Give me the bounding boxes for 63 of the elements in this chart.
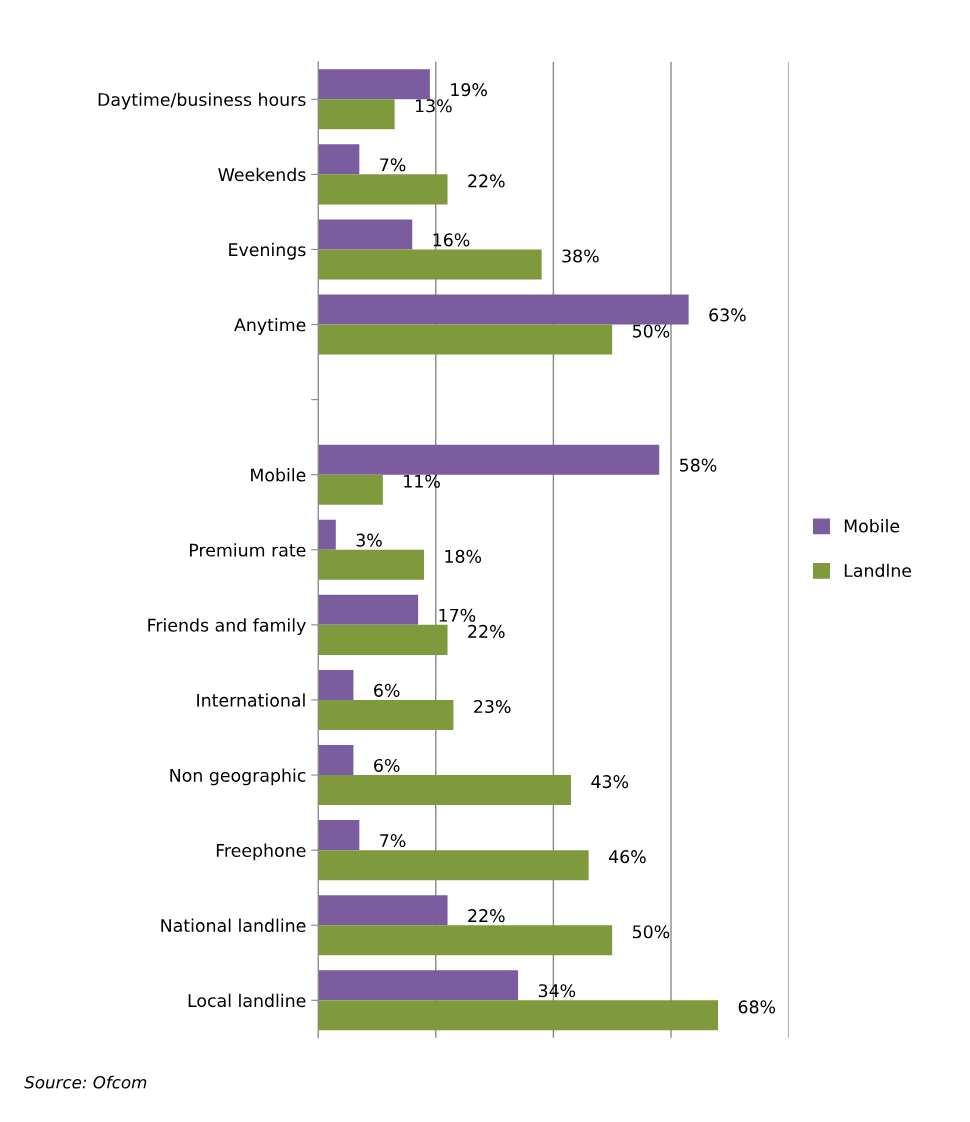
bar: [318, 324, 613, 355]
y-tick-label: National landline: [161, 918, 306, 933]
bar: [318, 850, 589, 881]
data-label: 63%: [709, 308, 746, 322]
bar: [318, 174, 448, 205]
data-label: 50%: [632, 925, 670, 939]
bar: [318, 249, 542, 280]
bar: [318, 624, 448, 655]
legend-label: Mobile: [844, 519, 900, 533]
data-label: 38%: [562, 249, 599, 263]
y-tick-label: Mobile: [251, 468, 306, 482]
data-label: 7%: [380, 158, 406, 172]
data-label: 6%: [374, 683, 400, 697]
data-label: 34%: [538, 984, 576, 998]
y-tick-label: Evenings: [229, 242, 306, 260]
data-label: 13%: [415, 99, 452, 113]
bar: [318, 294, 689, 325]
y-tick-label: Anytime: [234, 317, 306, 335]
y-tick-label: Daytime/business hours: [98, 92, 306, 110]
data-label: 58%: [680, 458, 717, 472]
data-label: 22%: [468, 624, 505, 638]
data-label: 50%: [632, 324, 670, 338]
data-label: 22%: [468, 174, 505, 188]
y-tick-label: International: [197, 693, 305, 707]
bar: [318, 820, 360, 851]
bar: [318, 144, 360, 175]
y-tick-label: Friends and family: [148, 618, 306, 636]
y-tick-label: Local landline: [188, 993, 306, 1008]
bar: [318, 519, 336, 550]
bar: [318, 219, 413, 250]
bar: [318, 99, 395, 130]
bar: [318, 1000, 719, 1031]
data-label: 17%: [439, 608, 476, 622]
y-tick-label: Non geographic: [170, 768, 306, 786]
bar: [318, 775, 572, 806]
y-tick-label: Weekends: [218, 167, 306, 182]
bar: [318, 895, 448, 926]
data-label: 11%: [404, 474, 440, 488]
data-label: 23%: [474, 699, 511, 714]
data-label: 18%: [445, 549, 482, 563]
bar: [318, 970, 519, 1001]
data-label: 7%: [380, 833, 406, 848]
bar: [318, 474, 383, 505]
data-label: 3%: [356, 533, 382, 547]
bar: [318, 669, 354, 700]
bar: [318, 925, 613, 956]
y-tick-label: Freephone: [216, 843, 306, 861]
source-note: Source: Ofcom: [24, 1075, 147, 1089]
bar: [318, 549, 425, 580]
bar: [318, 594, 419, 625]
bar: [318, 745, 354, 776]
data-label: 19%: [451, 83, 487, 97]
bar: [318, 444, 660, 475]
data-label: 22%: [468, 909, 505, 923]
bar: [318, 699, 454, 730]
data-label: 46%: [608, 850, 646, 864]
bar: [318, 69, 430, 100]
data-label: 68%: [738, 1000, 776, 1014]
legend-label: Landlne: [844, 563, 912, 578]
data-label: 43%: [591, 775, 629, 789]
data-label: 6%: [374, 758, 400, 773]
data-label: 16%: [433, 233, 470, 247]
y-tick-label: Premium rate: [190, 543, 306, 557]
